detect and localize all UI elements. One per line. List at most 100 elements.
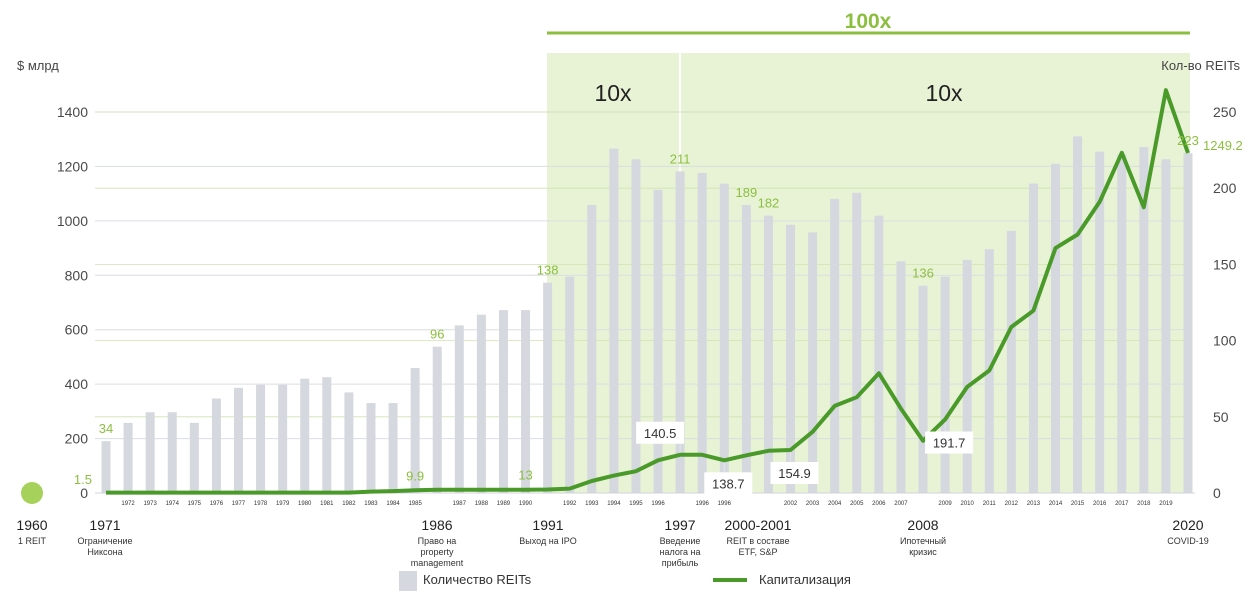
bar-reit-count [1183, 153, 1193, 493]
left-tick-label: 400 [65, 376, 89, 392]
small-year-label: 2013 [1027, 501, 1041, 507]
bar-reit-count [896, 261, 906, 493]
right-tick-label: 50 [1213, 409, 1229, 425]
line-value-box-label: 138.7 [712, 476, 745, 491]
bar-reit-count [1073, 136, 1083, 493]
small-year-label: 2007 [894, 501, 908, 507]
small-year-label: 1981 [320, 501, 334, 507]
small-year-label: 1972 [121, 501, 135, 507]
milestone-year: 1997 [664, 517, 695, 533]
small-year-label: 2019 [1159, 501, 1173, 507]
milestone-year: 1960 [16, 517, 47, 533]
line-value-box [704, 472, 753, 495]
line-value-label: 1249.2 [1203, 138, 1243, 153]
small-year-label: 1993 [585, 501, 599, 507]
small-year-ticks: 1972 1973 1974 1975 1976 1977 1978 1979 1980 1981… [121, 501, 1173, 507]
bar-reit-count [609, 148, 619, 494]
line-value-label: 9.9 [406, 468, 424, 483]
small-year-label: 1992 [563, 501, 577, 507]
bar-reit-count [388, 403, 398, 493]
bar-reit-count [1117, 154, 1127, 493]
left-axis-ticks: 0 200 400 600 800 1000 1200 1400 [57, 104, 88, 501]
milestone-caption: Ограничение [78, 536, 133, 546]
small-year-label: 1996 [696, 501, 710, 507]
right-tick-label: 0 [1213, 485, 1221, 501]
bar-reit-count [543, 282, 553, 493]
small-year-label: 1985 [408, 501, 422, 507]
legend-label-capitalization: Капитализация [759, 572, 851, 587]
small-year-label: 1988 [475, 501, 489, 507]
left-tick-label: 600 [65, 322, 89, 338]
bar-reit-count [874, 215, 884, 493]
bar-reit-count [454, 325, 464, 493]
bar-reit-count [830, 198, 840, 494]
small-year-label: 2018 [1137, 501, 1151, 507]
milestone-caption: Право на [418, 536, 457, 546]
milestone-year: 1991 [532, 517, 563, 533]
small-year-label: 1994 [607, 501, 621, 507]
bar-reit-count [587, 204, 597, 494]
small-year-label: 2004 [828, 501, 842, 507]
small-year-label: 1974 [166, 501, 180, 507]
bar-reit-count [940, 276, 950, 493]
period-2-growth-label: 10x [925, 80, 963, 106]
small-year-label: 2010 [961, 501, 975, 507]
milestone-caption: прибыль [662, 558, 699, 568]
right-tick-label: 150 [1213, 256, 1237, 272]
bar-reit-count [918, 285, 928, 493]
small-year-label: 2012 [1005, 501, 1019, 507]
bar-value-label: 34 [99, 421, 113, 436]
bar-reit-count [1161, 159, 1171, 493]
bar-reit-count [1028, 183, 1038, 494]
bar-reit-count [521, 310, 531, 493]
small-year-label: 1975 [188, 501, 202, 507]
bar-reit-count [300, 378, 310, 493]
small-year-label: 1996 [651, 501, 665, 507]
bar-reit-count [1051, 163, 1061, 494]
bar-reit-count [189, 422, 199, 493]
bar-reit-count [1006, 230, 1016, 493]
milestone-year: 2000-2001 [725, 517, 792, 533]
small-year-label: 1976 [210, 501, 224, 507]
milestone-year: 2008 [907, 517, 938, 533]
left-tick-label: 0 [80, 485, 88, 501]
left-tick-label: 1000 [57, 213, 88, 229]
bar-value-label: 96 [430, 327, 444, 342]
left-axis-title: $ млрд [17, 58, 59, 73]
bar-value-label: 138 [537, 263, 559, 278]
line-value-box [636, 421, 685, 444]
line-value-box-label: 191.7 [933, 436, 966, 451]
milestone-caption: property [420, 547, 454, 557]
bar-reit-count [852, 192, 862, 493]
milestone-year: 2020 [1172, 517, 1203, 533]
line-value-label: 13 [518, 468, 532, 483]
small-year-label: 1979 [276, 501, 290, 507]
small-year-label: 1978 [254, 501, 268, 507]
small-year-label: 1977 [232, 501, 246, 507]
small-year-label: 2014 [1049, 501, 1063, 507]
small-year-label: 2016 [1093, 501, 1107, 507]
small-year-label: 2006 [872, 501, 886, 507]
small-year-label: 2009 [938, 501, 952, 507]
bar-value-label: 182 [758, 196, 780, 211]
line-value-box-label: 140.5 [644, 426, 677, 441]
bar-reit-count [719, 183, 729, 494]
small-year-label: 1990 [519, 501, 533, 507]
line-value-box-label: 154.9 [778, 466, 811, 481]
bar-reit-count [432, 346, 442, 493]
bar-reit-count [741, 204, 751, 494]
milestone-caption: 1 REIT [18, 536, 47, 546]
milestone-caption: COVID-19 [1167, 536, 1209, 546]
left-tick-label: 200 [65, 431, 89, 447]
milestone-year: 1986 [421, 517, 452, 533]
bar-reit-count [675, 171, 685, 493]
bar-value-label: 211 [670, 151, 691, 166]
bar-reit-count [211, 398, 221, 493]
overall-growth-label: 100x [845, 10, 892, 33]
line-value-labels: 1.5 9.9 13 1249.2 140.5 138.7 154.9 191.7 [74, 138, 1243, 495]
origin-dot-1960 [21, 482, 43, 504]
right-axis-title: Кол-во REITs [1161, 58, 1240, 73]
bar-reit-count [145, 412, 155, 493]
